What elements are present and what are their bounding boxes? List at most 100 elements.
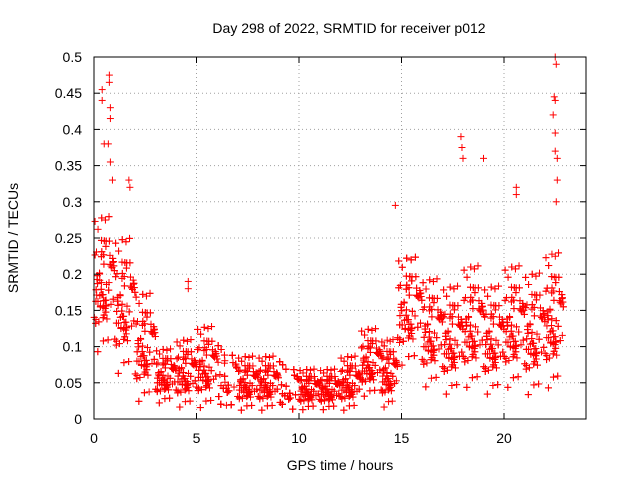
data-point — [344, 353, 352, 361]
data-point — [396, 321, 404, 329]
data-point — [549, 373, 557, 381]
data-point — [343, 368, 351, 376]
data-point — [180, 353, 188, 361]
data-point — [91, 251, 99, 259]
data-point — [474, 262, 482, 270]
data-point — [102, 237, 110, 245]
data-point — [322, 392, 330, 400]
data-point — [256, 393, 264, 401]
data-point — [398, 361, 406, 369]
data-point — [174, 372, 182, 380]
y-tick-label: 0.5 — [63, 49, 83, 65]
data-point — [195, 384, 203, 392]
data-point — [530, 339, 538, 347]
data-point — [393, 358, 401, 366]
data-point — [523, 335, 531, 343]
data-point — [236, 381, 244, 389]
data-point — [151, 329, 159, 337]
data-point — [266, 362, 274, 370]
data-point — [461, 338, 469, 346]
data-point — [394, 334, 402, 342]
data-point — [446, 283, 454, 291]
data-point — [383, 356, 391, 364]
data-point — [492, 336, 500, 344]
data-point — [426, 303, 434, 311]
data-point — [448, 349, 456, 357]
data-point — [156, 387, 164, 395]
data-point — [277, 381, 285, 389]
data-point — [484, 366, 492, 374]
data-point — [376, 366, 384, 374]
data-point — [448, 344, 456, 352]
data-point — [323, 377, 331, 385]
data-point — [454, 282, 462, 290]
data-point — [241, 368, 249, 376]
data-point — [307, 385, 315, 393]
data-point — [417, 289, 425, 297]
data-point — [376, 349, 384, 357]
data-point — [133, 348, 141, 356]
data-point — [537, 312, 545, 320]
data-point — [380, 369, 388, 377]
data-point — [112, 319, 120, 327]
data-point — [143, 344, 151, 352]
data-point — [514, 373, 522, 381]
data-point — [480, 154, 487, 162]
data-point — [260, 388, 268, 396]
data-point — [523, 362, 531, 370]
data-point — [403, 254, 411, 262]
data-point — [467, 263, 475, 271]
data-point — [217, 346, 225, 354]
data-point — [220, 359, 228, 367]
x-tick-labels: 0 5 10 15 20 — [90, 430, 512, 446]
data-point — [340, 406, 348, 414]
data-point — [132, 293, 140, 301]
data-point — [256, 381, 264, 389]
data-point — [555, 288, 563, 296]
data-point — [198, 370, 206, 378]
data-point — [417, 319, 425, 327]
data-point — [172, 386, 180, 394]
data-point — [123, 259, 131, 267]
data-point — [359, 376, 367, 384]
data-point — [347, 389, 355, 397]
data-point — [441, 341, 449, 349]
data-point — [428, 342, 436, 350]
data-point — [458, 144, 466, 151]
data-point — [426, 276, 434, 284]
data-point — [413, 284, 421, 292]
data-point — [296, 367, 304, 375]
data-point — [389, 336, 397, 344]
data-point — [295, 395, 303, 403]
data-point — [371, 386, 379, 394]
data-point — [262, 353, 270, 361]
data-point — [338, 381, 346, 389]
data-point — [104, 336, 112, 344]
data-point — [327, 366, 335, 374]
data-point — [448, 381, 456, 389]
data-point — [471, 323, 479, 331]
data-point — [552, 60, 560, 68]
data-point — [496, 313, 504, 321]
data-point — [368, 371, 376, 379]
data-point — [450, 285, 458, 293]
data-point — [204, 325, 212, 333]
data-point — [94, 280, 102, 288]
data-point — [164, 355, 172, 363]
data-point — [472, 354, 480, 362]
data-point — [135, 397, 143, 405]
data-point — [383, 372, 391, 380]
data-point — [383, 347, 391, 355]
data-point — [105, 78, 113, 86]
data-point — [245, 354, 253, 362]
data-point — [212, 372, 220, 380]
data-point — [366, 375, 374, 383]
data-point — [411, 312, 419, 320]
data-point — [234, 392, 242, 400]
data-point — [523, 301, 531, 309]
data-point — [451, 302, 459, 310]
data-point — [366, 387, 374, 395]
data-point — [255, 367, 263, 375]
data-point — [517, 341, 525, 349]
data-point — [538, 314, 546, 322]
